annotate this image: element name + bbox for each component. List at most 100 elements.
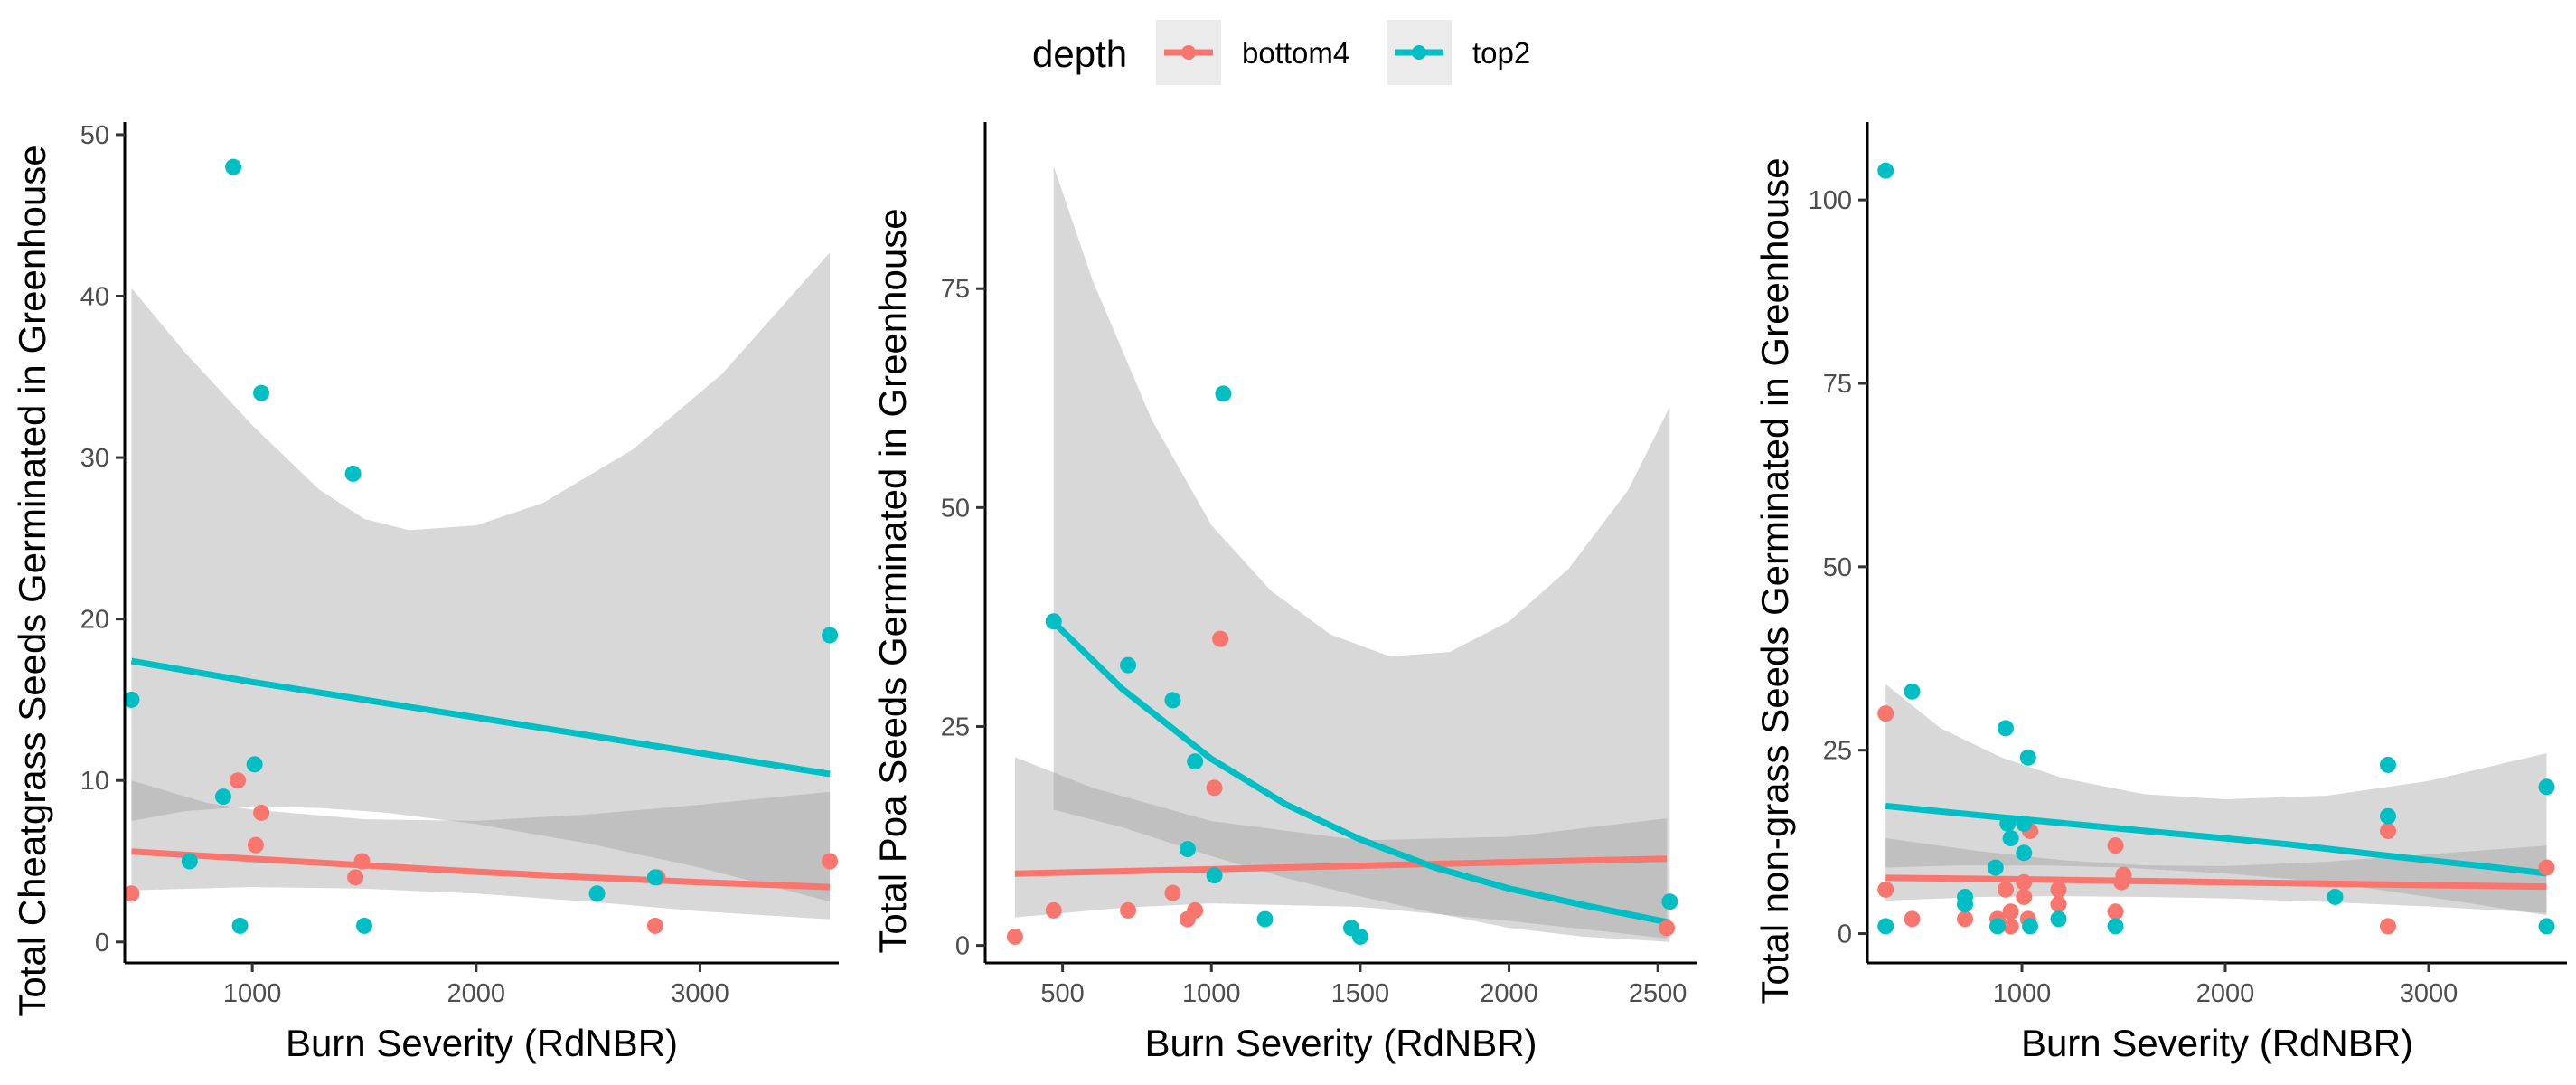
point-top2 — [1957, 896, 1973, 913]
panel-poa: 500 1000 1500 2000 2500 0 25 50 75 Burn Severity… — [871, 122, 1697, 1064]
point-top2 — [1999, 815, 2017, 832]
point-bottom4 — [1957, 910, 1973, 928]
point-top2 — [588, 885, 606, 902]
point-top2 — [1989, 918, 2006, 935]
point-top2 — [181, 853, 198, 870]
y-axis-title: Total Poa Seeds Germinated in Greenhouse — [871, 208, 914, 953]
point-bottom4 — [1998, 881, 2014, 898]
point-bottom4 — [347, 869, 364, 886]
point-top2 — [246, 756, 263, 773]
point-top2 — [1661, 893, 1678, 910]
point-bottom4 — [1877, 881, 1894, 898]
point-top2 — [2380, 756, 2396, 773]
point-top2 — [2538, 918, 2555, 935]
point-top2 — [1351, 928, 1368, 945]
x-axis-title: Burn Severity (RdNBR) — [1144, 1022, 1537, 1064]
x-tick-label: 2000 — [2196, 979, 2255, 1008]
x-tick-label: 500 — [1040, 979, 1084, 1008]
y-tick-label: 50 — [1823, 553, 1852, 582]
point-bottom4 — [2380, 918, 2396, 935]
point-bottom4 — [1006, 928, 1023, 945]
x-tick-label: 1500 — [1331, 979, 1390, 1008]
point-top2 — [1164, 692, 1181, 709]
point-top2 — [2327, 888, 2344, 905]
ci-band-top2 — [131, 252, 831, 902]
point-top2 — [2050, 910, 2067, 928]
panel-cheatgrass: 1000 2000 3000 0 10 20 30 40 50 Burn Severity (R… — [11, 121, 839, 1064]
point-top2 — [1215, 385, 1232, 402]
fit-line-top2 — [1051, 619, 1671, 926]
point-bottom4 — [2050, 881, 2067, 898]
y-tick-label: 50 — [941, 494, 970, 523]
y-axis-title: Total non-grass Seeds Germinated in Gree… — [1753, 157, 1796, 1004]
point-bottom4 — [1120, 901, 1137, 919]
point-bottom4 — [822, 853, 839, 870]
y-tick-label: 10 — [80, 767, 109, 796]
point-bottom4 — [646, 917, 663, 934]
fit-line-top2 — [130, 657, 831, 778]
legend-label-bottom4: bottom4 — [1242, 36, 1349, 70]
point-bottom4 — [2016, 888, 2033, 905]
point-top2 — [1179, 841, 1196, 858]
point-bottom4 — [1212, 630, 1229, 647]
point-top2 — [2380, 807, 2396, 825]
ci-band-top2 — [1053, 165, 1670, 942]
x-tick-label: 3000 — [2400, 979, 2458, 1008]
point-bottom4 — [1045, 901, 1062, 919]
point-top2 — [231, 917, 249, 934]
point-top2 — [253, 384, 270, 401]
point-bottom4 — [2002, 903, 2019, 920]
point-bottom4 — [2380, 822, 2396, 839]
point-bottom4 — [2107, 903, 2124, 920]
y-tick-label: 50 — [80, 121, 109, 150]
x-tick-label: 2000 — [1480, 979, 1538, 1008]
point-top2 — [1120, 656, 1137, 674]
point-bottom4 — [1659, 920, 1676, 937]
point-top2 — [2002, 830, 2019, 847]
y-tick-label: 30 — [80, 444, 109, 473]
point-top2 — [1904, 683, 1921, 700]
legend-title: depth — [1032, 33, 1127, 75]
point-top2 — [1998, 720, 2014, 737]
y-tick-label: 0 — [95, 929, 109, 958]
fit-line-top2 — [1885, 802, 2547, 877]
point-top2 — [1206, 867, 1223, 884]
y-axis-title: Total Cheatgrass Seeds Germinated in Gre… — [11, 145, 53, 1016]
x-tick-label: 1000 — [223, 979, 282, 1008]
y-tick-label: 25 — [941, 712, 970, 741]
y-tick-label: 40 — [80, 283, 109, 312]
point-top2 — [2107, 918, 2124, 935]
y-tick-label: 75 — [1823, 370, 1852, 399]
y-tick-label: 20 — [80, 606, 109, 635]
legend-point-bottom4 — [1181, 45, 1196, 60]
y-tick-label: 0 — [1838, 920, 1852, 949]
y-tick-label: 75 — [941, 275, 970, 304]
point-top2 — [123, 691, 140, 708]
point-bottom4 — [230, 772, 247, 789]
y-tick-label: 0 — [955, 932, 970, 961]
point-bottom4 — [1164, 884, 1181, 901]
point-bottom4 — [2016, 873, 2033, 891]
point-top2 — [646, 869, 663, 886]
point-bottom4 — [123, 885, 140, 902]
point-top2 — [2016, 844, 2033, 862]
point-top2 — [2019, 749, 2036, 766]
point-top2 — [214, 788, 231, 806]
x-tick-label: 3000 — [671, 979, 729, 1008]
point-top2 — [1187, 753, 1204, 770]
y-tick-label: 25 — [1823, 737, 1852, 766]
y-tick-label: 100 — [1809, 186, 1852, 215]
x-axis-title: Burn Severity (RdNBR) — [2021, 1022, 2413, 1064]
legend-label-top2: top2 — [1472, 36, 1530, 70]
point-top2 — [1987, 859, 2004, 876]
point-top2 — [1877, 918, 1894, 935]
point-bottom4 — [1877, 705, 1894, 722]
fit-line-bottom4 — [131, 848, 831, 891]
point-bottom4 — [247, 836, 264, 854]
point-top2 — [1877, 162, 1894, 179]
point-bottom4 — [2115, 866, 2132, 883]
point-bottom4 — [353, 853, 371, 870]
panel-non-grass: 1000 2000 3000 0 25 50 75 100 Burn Severity (Rd… — [1753, 122, 2567, 1064]
x-tick-label: 2500 — [1629, 979, 1688, 1008]
